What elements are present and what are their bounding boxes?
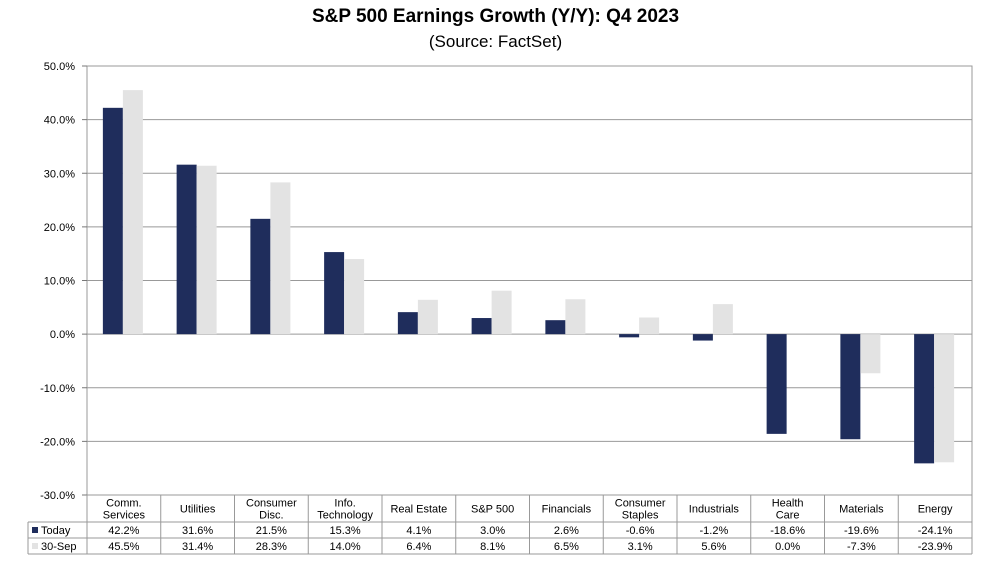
data-label: 31.4%	[182, 541, 213, 553]
chart-subtitle: (Source: FactSet)	[428, 32, 563, 51]
bar-30-sep	[122, 90, 143, 335]
category-label: Utilities	[180, 504, 216, 516]
bar-today	[766, 334, 787, 434]
legend-swatch-30-sep	[32, 543, 38, 549]
bar-today	[840, 334, 861, 440]
category-label: Disc.	[259, 510, 283, 522]
data-label: 15.3%	[330, 525, 361, 537]
bar-30-sep	[712, 304, 733, 335]
legend-label: Today	[41, 525, 71, 537]
data-label: 28.3%	[256, 541, 287, 553]
bar-30-sep	[417, 299, 438, 335]
data-label: 45.5%	[108, 541, 139, 553]
category-label: Industrials	[689, 504, 740, 516]
data-label: 0.0%	[775, 541, 800, 553]
bar-today	[471, 318, 492, 335]
data-label: 6.5%	[554, 541, 579, 553]
bar-today	[619, 334, 640, 338]
data-label: 3.1%	[628, 541, 653, 553]
category-label: Materials	[839, 504, 884, 516]
bar-today	[545, 320, 566, 335]
category-label: Consumer	[615, 498, 666, 510]
bar-today	[250, 218, 271, 335]
data-label: -19.6%	[844, 525, 879, 537]
bar-today	[692, 334, 713, 341]
bar-today	[397, 312, 418, 335]
data-label: 31.6%	[182, 525, 213, 537]
category-label: Services	[103, 510, 146, 522]
bar-today	[324, 252, 345, 335]
bar-today	[102, 107, 123, 335]
data-label: 5.6%	[701, 541, 726, 553]
chart-title: S&P 500 Earnings Growth (Y/Y): Q4 2023	[311, 6, 680, 27]
category-label: Consumer	[246, 498, 297, 510]
data-label: -0.6%	[626, 525, 655, 537]
bar-30-sep	[565, 299, 586, 335]
y-tick-label: -30.0%	[40, 490, 75, 502]
category-label: Real Estate	[390, 504, 447, 516]
bar-30-sep	[934, 334, 955, 463]
category-label: Financials	[542, 504, 592, 516]
data-label: -23.9%	[918, 541, 953, 553]
data-label: -1.2%	[700, 525, 729, 537]
data-label: 21.5%	[256, 525, 287, 537]
y-tick-label: 40.0%	[44, 115, 75, 127]
category-label: Health	[772, 498, 804, 510]
data-label: -18.6%	[770, 525, 805, 537]
bar-30-sep	[639, 317, 660, 335]
y-tick-label: 20.0%	[44, 222, 75, 234]
y-tick-label: 0.0%	[50, 329, 75, 341]
y-tick-label: -10.0%	[40, 383, 75, 395]
data-label: -7.3%	[847, 541, 876, 553]
category-label: Comm.	[106, 498, 141, 510]
data-label: 6.4%	[406, 541, 431, 553]
category-label: S&P 500	[471, 504, 514, 516]
bar-today	[176, 164, 197, 335]
category-label: Info.	[334, 498, 355, 510]
data-label: 2.6%	[554, 525, 579, 537]
y-tick-label: 50.0%	[44, 61, 75, 73]
bar-30-sep	[196, 165, 217, 335]
category-label: Care	[776, 510, 800, 522]
data-label: 4.1%	[406, 525, 431, 537]
y-tick-label: -20.0%	[40, 436, 75, 448]
category-label: Staples	[622, 510, 659, 522]
data-label: 42.2%	[108, 525, 139, 537]
legend-swatch-today	[32, 527, 38, 533]
data-label: 8.1%	[480, 541, 505, 553]
category-label: Technology	[317, 510, 373, 522]
data-label: 3.0%	[480, 525, 505, 537]
bar-30-sep	[491, 290, 512, 335]
data-label: -24.1%	[918, 525, 953, 537]
legend-label: 30-Sep	[41, 541, 76, 553]
bar-30-sep	[344, 259, 365, 335]
y-tick-label: 30.0%	[44, 168, 75, 180]
bar-30-sep	[860, 334, 881, 374]
bar-today	[914, 334, 935, 464]
y-tick-label: 10.0%	[44, 276, 75, 288]
category-label: Energy	[918, 504, 953, 516]
data-label: 14.0%	[330, 541, 361, 553]
bar-30-sep	[270, 182, 291, 335]
